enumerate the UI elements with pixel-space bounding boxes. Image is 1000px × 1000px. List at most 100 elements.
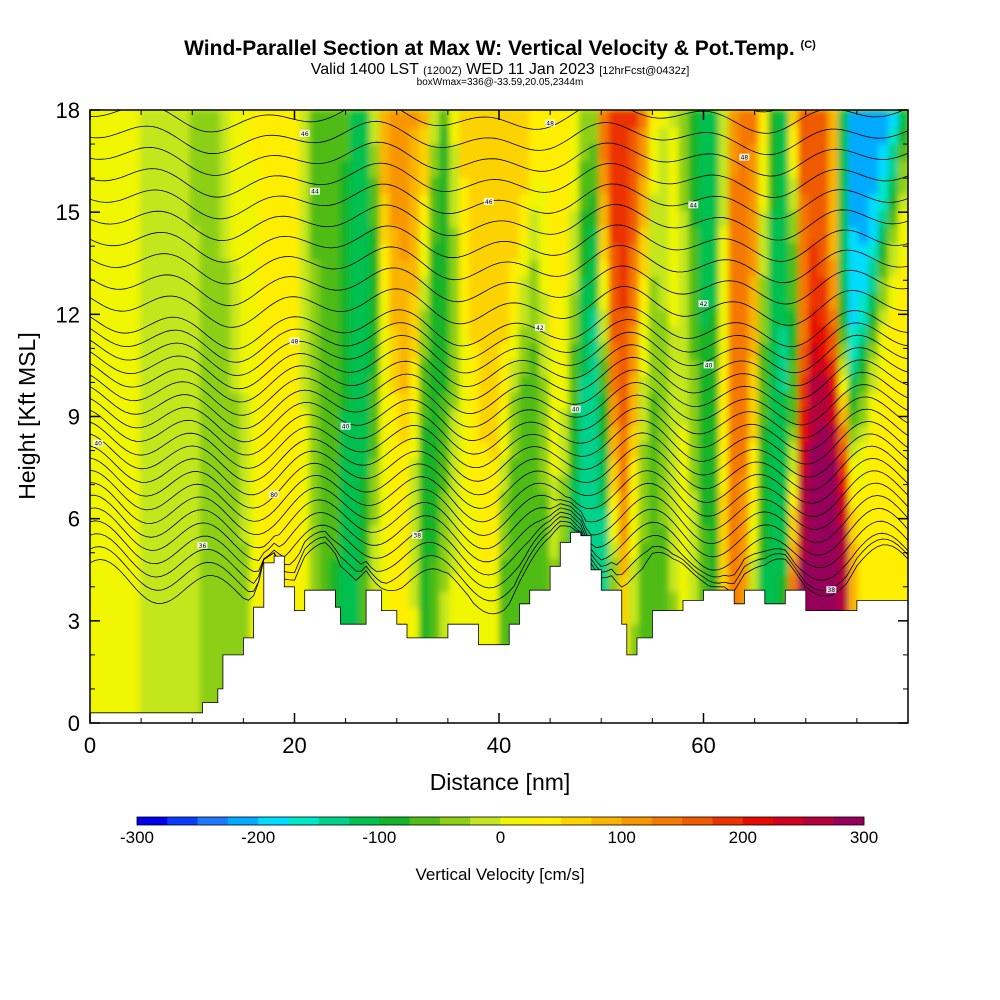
w-cell	[389, 242, 401, 261]
w-cell	[648, 424, 660, 443]
w-cell	[99, 325, 112, 344]
w-cell	[209, 491, 221, 509]
w-cell	[369, 391, 381, 410]
w-cell	[429, 126, 441, 145]
w-cell	[329, 540, 341, 559]
w-cell	[878, 457, 890, 476]
w-cell	[758, 225, 770, 244]
w-cell	[728, 341, 740, 360]
w-cell	[459, 325, 471, 344]
w-cell	[209, 126, 221, 145]
w-cell	[249, 375, 261, 393]
w-cell	[658, 507, 670, 526]
w-cell	[249, 590, 261, 609]
w-cell	[189, 176, 201, 195]
w-cell	[359, 259, 371, 277]
w-cell	[399, 457, 411, 476]
w-cell	[658, 143, 670, 161]
w-cell	[658, 441, 670, 460]
w-cell	[399, 341, 411, 360]
w-cell	[638, 259, 650, 277]
w-cell	[718, 573, 730, 592]
w-cell	[808, 292, 820, 311]
w-cell	[499, 159, 511, 178]
w-cell	[688, 159, 700, 178]
w-cell	[479, 540, 491, 559]
w-cell	[219, 607, 231, 625]
w-cell	[199, 607, 211, 625]
w-cell	[858, 507, 870, 526]
w-cell	[568, 391, 581, 410]
w-cell	[469, 192, 481, 211]
w-cell	[818, 176, 830, 195]
w-cell	[90, 540, 102, 559]
w-cell	[489, 623, 501, 642]
w-cell	[209, 689, 221, 708]
w-cell	[548, 209, 561, 228]
w-cell	[738, 225, 750, 244]
w-cell	[738, 126, 750, 145]
w-cell	[678, 557, 690, 576]
w-cell	[269, 474, 281, 493]
w-cell	[99, 126, 112, 145]
w-cell	[469, 607, 481, 625]
isentrope-line	[90, 494, 908, 550]
w-cell	[788, 126, 800, 145]
w-cell	[99, 192, 112, 211]
w-cell	[349, 143, 361, 161]
w-cell	[199, 308, 211, 327]
w-cell	[339, 607, 351, 625]
w-cell	[169, 689, 181, 708]
w-cell	[219, 491, 231, 509]
w-cell	[738, 424, 750, 443]
w-cell	[698, 375, 710, 393]
w-cell	[339, 358, 351, 377]
w-cell	[828, 110, 840, 128]
w-cell	[608, 143, 620, 161]
w-cell	[628, 126, 640, 145]
w-cell	[219, 391, 231, 410]
w-cell	[518, 590, 531, 609]
w-cell	[708, 192, 720, 211]
w-cell	[848, 375, 860, 393]
w-cell	[239, 573, 251, 592]
w-cell	[259, 441, 271, 460]
w-cell	[848, 192, 860, 211]
w-cell	[658, 573, 670, 592]
w-cell	[528, 242, 541, 261]
w-cell	[728, 491, 740, 509]
w-cell	[379, 524, 391, 542]
w-cell	[459, 391, 471, 410]
w-cell	[469, 557, 481, 576]
w-cell	[838, 524, 850, 542]
w-cell	[209, 474, 221, 493]
w-cell	[818, 341, 830, 360]
w-cell	[219, 507, 231, 526]
w-cell	[279, 242, 291, 261]
w-cell	[838, 159, 850, 178]
w-cell	[658, 209, 670, 228]
w-cell	[888, 507, 900, 526]
w-cell	[99, 441, 112, 460]
w-cell	[289, 557, 301, 576]
colorbar-title: Vertical Velocity [cm/s]	[415, 865, 584, 884]
w-cell	[259, 375, 271, 393]
w-cell	[528, 209, 541, 228]
w-cell	[608, 557, 620, 576]
w-cell	[99, 259, 112, 277]
w-cell	[109, 491, 122, 509]
w-cell	[718, 308, 730, 327]
w-cell	[858, 192, 870, 211]
w-cell	[269, 424, 281, 443]
w-cell	[299, 457, 311, 476]
w-cell	[878, 308, 890, 327]
w-cell	[339, 573, 351, 592]
w-cell	[848, 424, 860, 443]
w-cell	[778, 408, 790, 426]
w-cell	[528, 408, 541, 426]
w-cell	[838, 391, 850, 410]
w-cell	[528, 524, 541, 542]
w-cell	[479, 242, 491, 261]
w-cell	[159, 507, 172, 526]
w-cell	[548, 457, 561, 476]
